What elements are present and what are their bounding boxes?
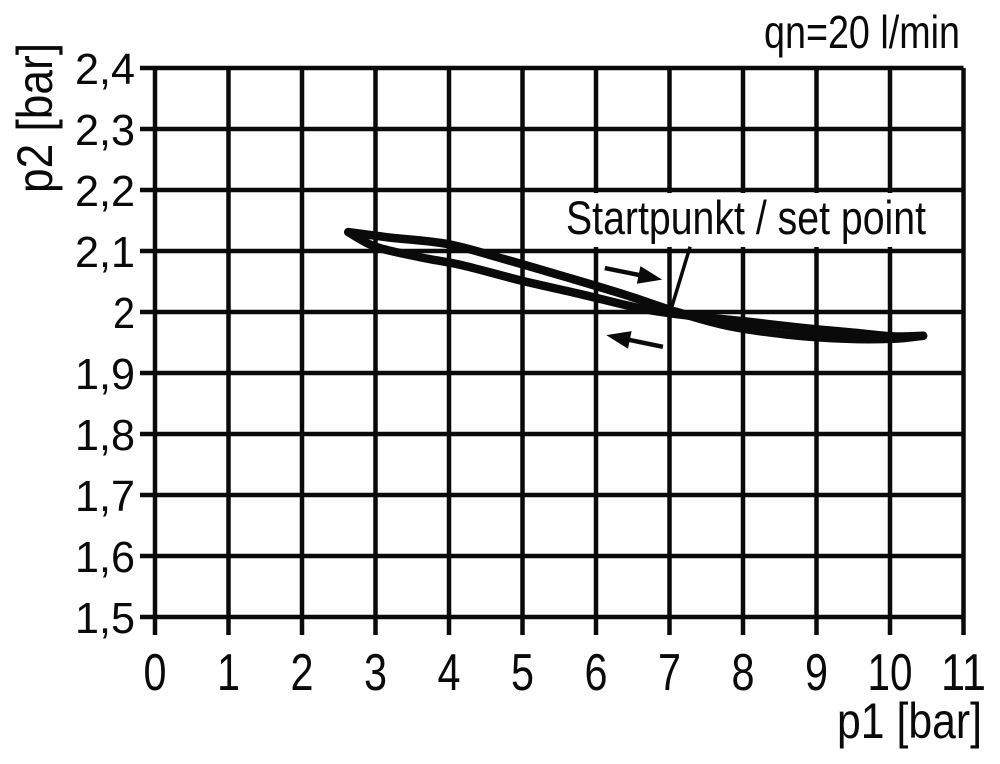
x-tick-label: 3 xyxy=(364,644,387,702)
y-tick-label: 2 xyxy=(113,289,135,338)
set-point-leader xyxy=(669,246,692,311)
y-tick-label: 2,1 xyxy=(75,228,135,277)
y-tick-label: 1,8 xyxy=(75,411,135,460)
direction-arrow-left-head xyxy=(606,331,632,349)
x-axis-label: p1 [bar] xyxy=(837,693,982,749)
x-tick-label: 7 xyxy=(658,644,681,702)
set-point-leader-line xyxy=(669,246,692,311)
y-tick-label: 2,4 xyxy=(75,45,135,94)
y-tick-label: 2,3 xyxy=(75,106,135,155)
direction-arrow-left-shaft xyxy=(625,336,664,349)
x-tick-label: 8 xyxy=(732,644,755,702)
x-tick-label: 1 xyxy=(217,644,240,702)
x-tick-labels: 0 1 2 3 4 5 6 7 8 9 10 11 xyxy=(144,644,987,702)
x-tick-label: 0 xyxy=(144,644,167,702)
curve-hysteresis-branch-lower-left xyxy=(344,227,928,341)
x-tick-label: 5 xyxy=(511,644,534,702)
x-tick-label: 11 xyxy=(941,644,986,702)
direction-arrow-right-head xyxy=(636,266,663,284)
y-tick-label: 1,6 xyxy=(75,533,135,582)
y-tick-label: 2,2 xyxy=(75,167,135,216)
x-tick-label: 10 xyxy=(868,644,913,702)
direction-arrows xyxy=(604,265,664,349)
x-tick-label: 9 xyxy=(805,644,828,702)
grid xyxy=(140,65,966,635)
series-curves xyxy=(344,227,928,344)
set-point-label-mask xyxy=(558,193,940,247)
x-tick-label: 4 xyxy=(438,644,461,702)
flow-condition-label: qn=20 l/min xyxy=(764,6,960,58)
y-tick-label: 1,7 xyxy=(75,472,135,521)
direction-arrow-right-shaft xyxy=(604,265,643,278)
y-tick-label: 1,9 xyxy=(75,350,135,399)
y-axis-label: p2 [bar] xyxy=(7,43,63,193)
x-tick-label: 6 xyxy=(585,644,608,702)
x-tick-label: 2 xyxy=(291,644,314,702)
curve-hysteresis-branch-upper-left xyxy=(344,227,928,344)
set-point-label: Startpunkt / set point xyxy=(566,191,926,244)
y-tick-labels: 2,4 2,3 2,2 2,1 2 1,9 1,8 1,7 1,6 1,5 xyxy=(75,45,135,643)
y-tick-label: 1,5 xyxy=(75,594,135,643)
